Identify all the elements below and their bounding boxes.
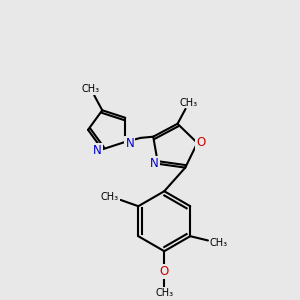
Text: CH₃: CH₃ (101, 192, 119, 202)
Text: O: O (196, 136, 206, 149)
Text: N: N (93, 144, 102, 157)
Text: CH₃: CH₃ (155, 288, 173, 298)
Text: CH₃: CH₃ (180, 98, 198, 108)
Text: CH₃: CH₃ (82, 84, 100, 94)
Text: N: N (125, 137, 134, 150)
Text: N: N (150, 157, 159, 170)
Text: O: O (160, 265, 169, 278)
Text: CH₃: CH₃ (210, 238, 228, 248)
